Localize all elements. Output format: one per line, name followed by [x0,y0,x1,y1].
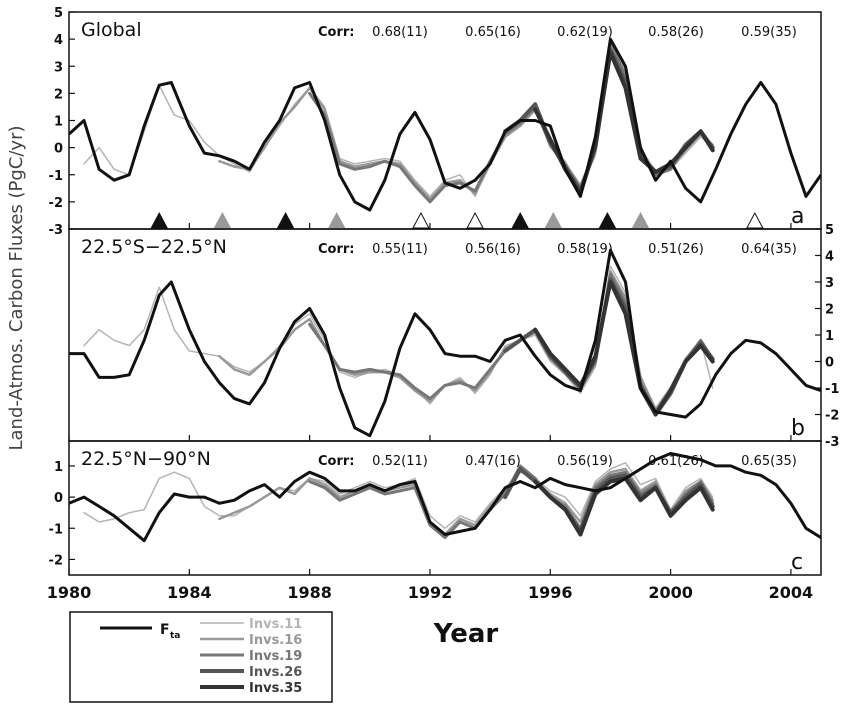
panel-b: -3 -2 -1 0 1 2 3 4 5 22.5°S−22.5°N b Corr: 0.55(11) 0… [69,223,839,450]
y-tick-label: -2 [825,409,839,424]
corr-label: Corr: [318,242,355,257]
corr-value: 0.65(35) [741,454,797,469]
y-tick-label: 2 [54,87,63,102]
panel-series [69,39,821,210]
panel-title: Global [81,19,142,41]
event-triangle [747,213,763,228]
corr-value: 0.56(19) [557,454,613,469]
y-tick-label: 0 [54,142,63,157]
y-tick-label: 1 [825,329,834,344]
y-tick-label: 3 [54,60,63,75]
panel-title: 22.5°S−22.5°N [81,236,227,258]
corr-value: 0.59(35) [741,25,797,40]
corr-value: 0.58(26) [648,25,704,40]
x-tick-label: 1996 [528,583,573,602]
event-triangle [278,213,294,228]
legend-label-fta-sub: ta [170,631,180,641]
event-triangle [329,213,345,228]
y-tick-label: -1 [49,522,63,537]
x-axis: 1980 1984 1988 1992 1996 2000 2004 [47,583,813,602]
series-fta [69,250,821,436]
y-tick-label: 5 [825,223,834,238]
y-tick-label: -3 [49,223,63,238]
corr-value: 0.52(11) [372,454,428,469]
y-tick-label: -1 [49,169,63,184]
panel-c: -2 -1 0 1 22.5°N−90°N c Corr: 0.52(11) 0.47(16) 0… [49,441,821,575]
series-invs-26 [505,279,713,414]
x-tick-label: 1992 [408,583,453,602]
series-invs-16 [219,45,712,200]
corr-value: 0.62(19) [557,25,613,40]
corr-label: Corr: [318,25,355,40]
series-invs-19 [310,42,713,202]
event-triangle [599,213,615,228]
panel-series [69,250,821,436]
event-triangle [151,213,167,228]
y-tick-label: 0 [825,356,834,371]
legend-label-fta: F [160,622,170,638]
panel-letter: c [791,550,803,575]
y-tick-label: -3 [825,435,839,450]
event-triangle [512,213,528,228]
x-tick-label: 2000 [648,583,693,602]
y-tick-label: -1 [825,382,839,397]
x-tick-label: 1988 [287,583,332,602]
event-triangle [413,213,429,228]
y-tick-label: 4 [54,33,63,48]
panel-letter: b [791,416,805,441]
panel-frame [69,229,821,441]
x-tick-label: 2004 [769,583,814,602]
y-tick-label: 3 [825,276,834,291]
event-triangle [214,213,230,228]
x-tick-label: 1984 [167,583,212,602]
panel-letter: a [791,204,804,229]
legend-label-invs-35: Invs.35 [249,681,302,696]
y-tick-label: 1 [54,460,63,475]
y-tick-label: -2 [49,553,63,568]
legend-label-invs-26: Invs.26 [249,665,302,680]
y-tick-label: 5 [54,6,63,21]
series-invs-19 [310,466,713,538]
corr-value: 0.65(16) [465,25,521,40]
corr-value: 0.64(35) [741,242,797,257]
x-tick-label: 1980 [47,583,92,602]
corr-value: 0.61(26) [648,454,704,469]
legend-label-invs-11: Invs.11 [249,617,302,632]
corr-value: 0.47(16) [465,454,521,469]
panel-frame [69,12,821,229]
corr-label: Corr: [318,454,355,469]
corr-value: 0.55(11) [372,242,428,257]
y-axis-label: Land-Atmos. Carbon Fluxes (PgC/yr) [6,125,27,450]
legend-label-invs-16: Invs.16 [249,633,302,648]
x-axis-label: Year [433,619,499,649]
y-tick-label: -2 [49,196,63,211]
panels-group: -3 -2 -1 0 1 2 3 4 5 Global a Corr: 0.68(11) 0.65(16)… [49,6,840,575]
corr-value: 0.56(16) [465,242,521,257]
panel-title: 22.5°N−90°N [81,448,211,470]
legend-label-invs-19: Invs.19 [249,649,302,664]
y-tick-label: 4 [825,250,834,265]
event-triangle [467,213,483,228]
corr-value: 0.68(11) [372,25,428,40]
series-fta [69,39,821,210]
y-tick-label: 0 [54,491,63,506]
y-tick-label: 1 [54,115,63,130]
corr-value: 0.51(26) [648,242,704,257]
panel-a: -3 -2 -1 0 1 2 3 4 5 Global a Corr: 0.68(11) 0.65(16)… [49,6,821,238]
event-triangle [545,213,561,228]
corr-value: 0.58(19) [557,242,613,257]
event-triangle [633,213,649,228]
y-tick-label: 2 [825,303,834,318]
